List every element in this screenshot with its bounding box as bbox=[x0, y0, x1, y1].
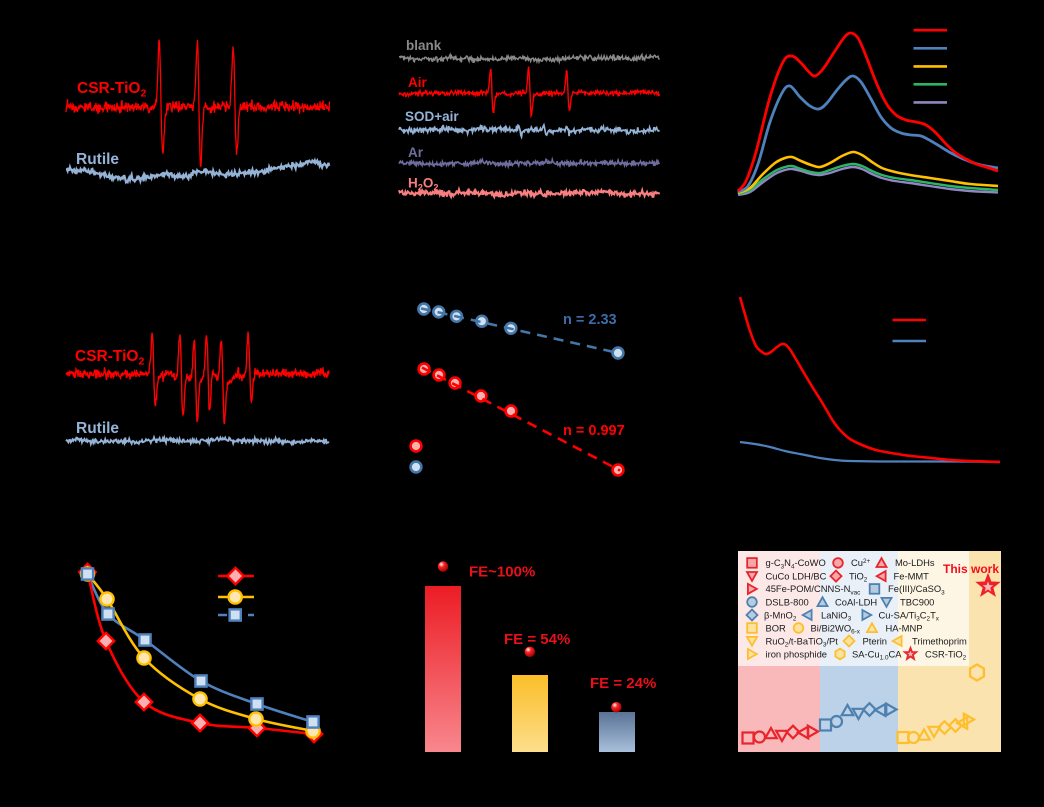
svg-text:CSR-TiO2​: CSR-TiO2​ bbox=[925, 648, 967, 661]
svg-text:BOR: BOR bbox=[766, 622, 787, 633]
svg-text:n = 0.997: n = 0.997 bbox=[563, 423, 625, 439]
svg-text:CoAl-LDH: CoAl-LDH bbox=[835, 596, 877, 607]
svg-text:TBC900: TBC900 bbox=[900, 596, 934, 607]
svg-text:Cu-SA/Ti3​C2​Tx​: Cu-SA/Ti3​C2​Tx​ bbox=[879, 609, 940, 622]
svg-text:Ar: Ar bbox=[408, 145, 424, 160]
svg-text:Cu2+​: Cu2+​ bbox=[851, 557, 871, 568]
svg-text:Mo-LDHs: Mo-LDHs bbox=[895, 557, 935, 568]
svg-text:β-MnO2​: β-MnO2​ bbox=[764, 609, 797, 622]
svg-text:Pterin: Pterin bbox=[863, 635, 888, 646]
svg-text:g-C3​N4​-CoWO: g-C3​N4​-CoWO bbox=[766, 557, 826, 570]
svg-text:LaNiO3​: LaNiO3​ bbox=[821, 609, 852, 622]
svg-text:CuCo LDH/BC: CuCo LDH/BC bbox=[766, 570, 827, 581]
svg-text:FE = 54%: FE = 54% bbox=[504, 631, 570, 648]
svg-text:Rutile: Rutile bbox=[76, 420, 119, 437]
svg-text:SA-Cu1.0​CA: SA-Cu1.0​CA bbox=[852, 648, 902, 661]
svg-text:FE = 24%: FE = 24% bbox=[590, 675, 656, 692]
svg-text:blank: blank bbox=[406, 38, 442, 53]
svg-text:45Fe-POM/CNNS-Nvac​: 45Fe-POM/CNNS-Nvac​ bbox=[766, 583, 862, 596]
svg-text:iron phosphide: iron phosphide bbox=[766, 648, 828, 659]
svg-text:SOD+air: SOD+air bbox=[405, 109, 459, 124]
svg-text:TiO2​: TiO2​ bbox=[849, 570, 868, 583]
svg-text:n = 2.33: n = 2.33 bbox=[563, 312, 617, 328]
svg-text:H2​O2​: H2​O2​ bbox=[408, 176, 438, 193]
svg-text:CSR-TiO2​: CSR-TiO2​ bbox=[77, 80, 146, 99]
svg-text:RuO2​/t-BaTiO3​/Pt: RuO2​/t-BaTiO3​/Pt bbox=[766, 635, 839, 648]
svg-text:Fe(III)/CaSO3​: Fe(III)/CaSO3​ bbox=[888, 583, 945, 596]
svg-text:This work: This work bbox=[943, 562, 999, 576]
svg-text:Fe-MMT: Fe-MMT bbox=[894, 570, 930, 581]
svg-text:Bi/Bi2WO6-x​: Bi/Bi2WO6-x​ bbox=[811, 622, 861, 635]
svg-text:Trimethoprim: Trimethoprim bbox=[912, 635, 967, 646]
svg-text:FE~100%: FE~100% bbox=[469, 564, 535, 581]
svg-text:CSR-TiO2​: CSR-TiO2​ bbox=[75, 348, 144, 367]
svg-text:Rutile: Rutile bbox=[76, 151, 119, 168]
svg-text:Air: Air bbox=[408, 75, 428, 90]
svg-text:HA-MNP: HA-MNP bbox=[886, 622, 923, 633]
svg-text:DSLB-800: DSLB-800 bbox=[766, 596, 809, 607]
